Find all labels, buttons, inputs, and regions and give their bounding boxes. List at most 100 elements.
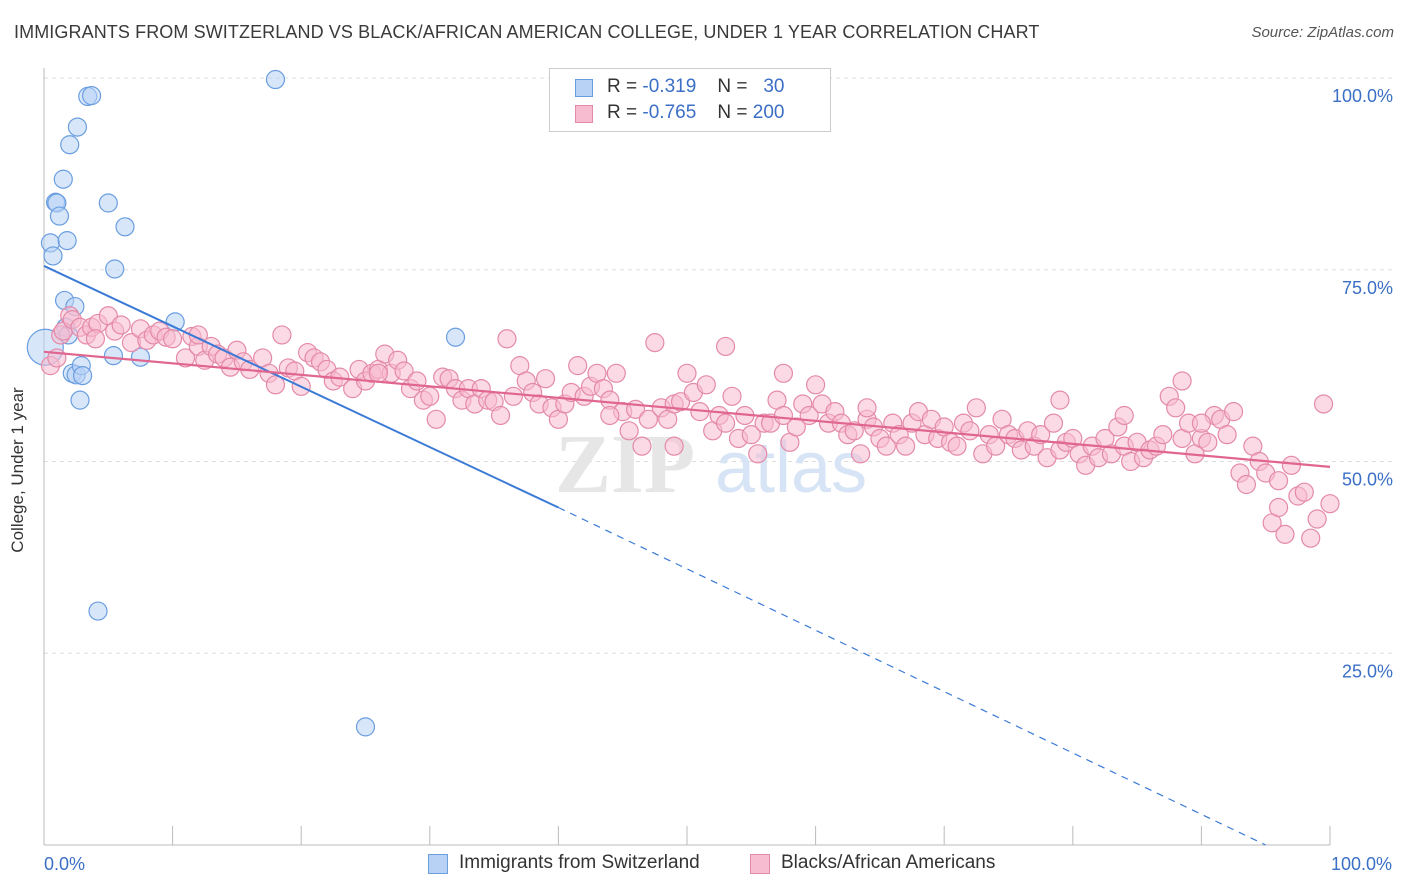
bottom-legend-label-switzerland: Immigrants from Switzerland: [459, 852, 700, 873]
point-black: [163, 329, 183, 349]
bottom-swatch-blue: [428, 854, 448, 874]
point-black: [535, 369, 556, 389]
point-black: [490, 405, 511, 426]
point-black: [664, 436, 684, 456]
point-switzerland: [49, 206, 70, 226]
bottom-legend-label-black: Blacks/African Americans: [781, 852, 996, 873]
point-black: [857, 398, 877, 418]
point-switzerland: [88, 601, 108, 621]
point-black: [1153, 425, 1173, 445]
x-tick-label: 100.0%: [1331, 854, 1392, 874]
y-tick-label: 100.0%: [1332, 86, 1393, 106]
point-black: [1050, 390, 1070, 410]
source-label: Source: ZipAtlas.com: [1251, 24, 1394, 41]
point-black: [876, 436, 896, 456]
point-switzerland: [105, 259, 125, 279]
y-tick-label: 25.0%: [1342, 661, 1393, 681]
point-switzerland: [103, 346, 124, 366]
point-black: [741, 425, 761, 445]
point-black: [748, 444, 768, 464]
point-black: [1223, 402, 1244, 422]
point-switzerland: [57, 231, 77, 251]
point-black: [265, 375, 286, 395]
legend-swatch-pink: [575, 105, 593, 123]
point-black: [368, 363, 388, 383]
point-black: [1294, 482, 1314, 502]
point-black: [1301, 528, 1321, 548]
n-value-switzerland: 30: [763, 76, 785, 97]
point-black: [786, 417, 806, 437]
r-value-black: -0.765: [642, 102, 697, 123]
point-switzerland: [98, 193, 118, 213]
r-label: R =: [607, 102, 638, 123]
point-switzerland: [355, 717, 376, 737]
point-black: [966, 398, 986, 418]
point-switzerland: [53, 169, 73, 189]
point-switzerland: [115, 217, 135, 237]
point-black: [1031, 425, 1051, 445]
r-label: R =: [607, 76, 638, 97]
point-black: [1191, 413, 1212, 433]
point-black: [426, 409, 446, 429]
point-black: [960, 421, 980, 441]
point-black: [1043, 413, 1064, 433]
point-black: [619, 421, 639, 441]
point-black: [696, 375, 716, 395]
point-black: [1313, 394, 1334, 414]
trendline-switzerland: [43, 265, 559, 509]
point-switzerland: [43, 246, 63, 266]
x-tick-label: 0.0%: [44, 854, 85, 874]
trendline-switzerland-extension: [558, 506, 1266, 846]
bottom-swatch-pink: [750, 854, 770, 874]
point-black: [1281, 455, 1302, 475]
point-switzerland: [60, 135, 80, 155]
point-black: [606, 363, 626, 383]
point-black: [1268, 497, 1289, 518]
trendline-black: [43, 350, 1331, 468]
point-black: [773, 363, 794, 383]
point-black: [272, 325, 292, 345]
point-black: [851, 444, 871, 464]
point-black: [1320, 494, 1340, 514]
point-black: [677, 363, 697, 383]
point-switzerland: [265, 69, 286, 90]
point-black: [497, 329, 517, 349]
point-black: [1198, 432, 1218, 452]
point-black: [1268, 471, 1289, 491]
point-black: [645, 333, 665, 353]
point-black: [1172, 371, 1192, 391]
point-black: [947, 436, 967, 456]
point-switzerland: [67, 117, 88, 137]
point-switzerland: [70, 390, 90, 410]
y-axis-label: College, Under 1 year: [8, 387, 27, 553]
r-value-switzerland: -0.319: [642, 76, 697, 97]
point-black: [1307, 509, 1327, 529]
point-black: [394, 361, 414, 381]
point-switzerland: [81, 86, 102, 106]
point-black: [722, 386, 742, 406]
point-switzerland: [445, 327, 466, 347]
point-black: [175, 348, 196, 368]
n-label: N =: [717, 76, 748, 97]
point-black: [1217, 425, 1237, 445]
point-black: [715, 413, 736, 433]
point-black: [600, 405, 620, 426]
point-black: [85, 329, 106, 349]
point-black: [773, 405, 794, 426]
point-black: [715, 336, 736, 357]
stats-legend: R = -0.319 N = 30 R = -0.765 N = 200: [549, 68, 831, 132]
point-black: [503, 386, 523, 406]
legend-swatch-blue: [575, 79, 593, 97]
n-label: N =: [717, 102, 748, 123]
point-black: [632, 436, 652, 456]
point-black: [638, 409, 659, 429]
n-value-black: 200: [752, 102, 785, 123]
chart-title: IMMIGRANTS FROM SWITZERLAND VS BLACK/AFR…: [14, 22, 1040, 42]
y-tick-label: 75.0%: [1342, 278, 1393, 298]
point-black: [1166, 398, 1186, 418]
point-black: [896, 436, 916, 456]
y-tick-label: 50.0%: [1342, 470, 1393, 490]
point-black: [420, 386, 440, 406]
point-black: [1236, 474, 1257, 495]
